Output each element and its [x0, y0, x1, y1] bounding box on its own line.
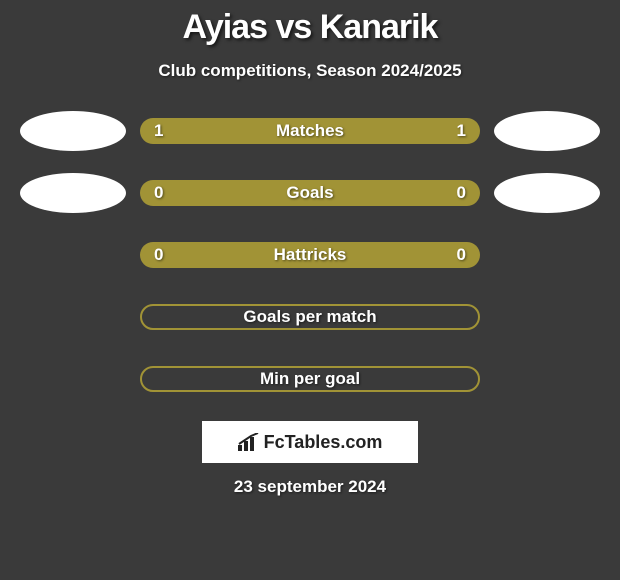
stat-label: Goals per match — [243, 307, 376, 327]
stat-bar: 0 Goals 0 — [140, 180, 480, 206]
stat-label: Min per goal — [260, 369, 360, 389]
team-right-name: Kanarik — [320, 8, 438, 46]
stat-row: 1 Matches 1 — [0, 111, 620, 151]
page-title: Ayias vs Kanarik — [0, 8, 620, 47]
team-left-name: Ayias — [183, 8, 267, 46]
stat-right-value: 0 — [457, 183, 466, 203]
team-left-badge — [20, 173, 126, 213]
stat-bar: Min per goal — [140, 366, 480, 392]
logo-text: FcTables.com — [264, 432, 383, 453]
stat-row: Goals per match — [0, 297, 620, 337]
team-right-badge — [494, 111, 600, 151]
vs-label: vs — [275, 8, 311, 46]
stat-row: Min per goal — [0, 359, 620, 399]
subtitle: Club competitions, Season 2024/2025 — [0, 61, 620, 81]
stat-left-value: 0 — [154, 245, 163, 265]
stat-label: Hattricks — [274, 245, 347, 265]
stat-label: Matches — [276, 121, 344, 141]
stat-right-value: 1 — [457, 121, 466, 141]
stat-label: Goals — [286, 183, 333, 203]
logo-box[interactable]: FcTables.com — [202, 421, 418, 463]
team-right-badge — [494, 173, 600, 213]
stat-row: 0 Goals 0 — [0, 173, 620, 213]
stat-row: 0 Hattricks 0 — [0, 235, 620, 275]
stat-left-value: 1 — [154, 121, 163, 141]
stat-left-value: 0 — [154, 183, 163, 203]
team-left-badge — [20, 111, 126, 151]
stat-bar: 0 Hattricks 0 — [140, 242, 480, 268]
date-label: 23 september 2024 — [0, 477, 620, 497]
stat-bar: 1 Matches 1 — [140, 118, 480, 144]
chart-icon — [238, 433, 260, 451]
stat-right-value: 0 — [457, 245, 466, 265]
stat-bar: Goals per match — [140, 304, 480, 330]
